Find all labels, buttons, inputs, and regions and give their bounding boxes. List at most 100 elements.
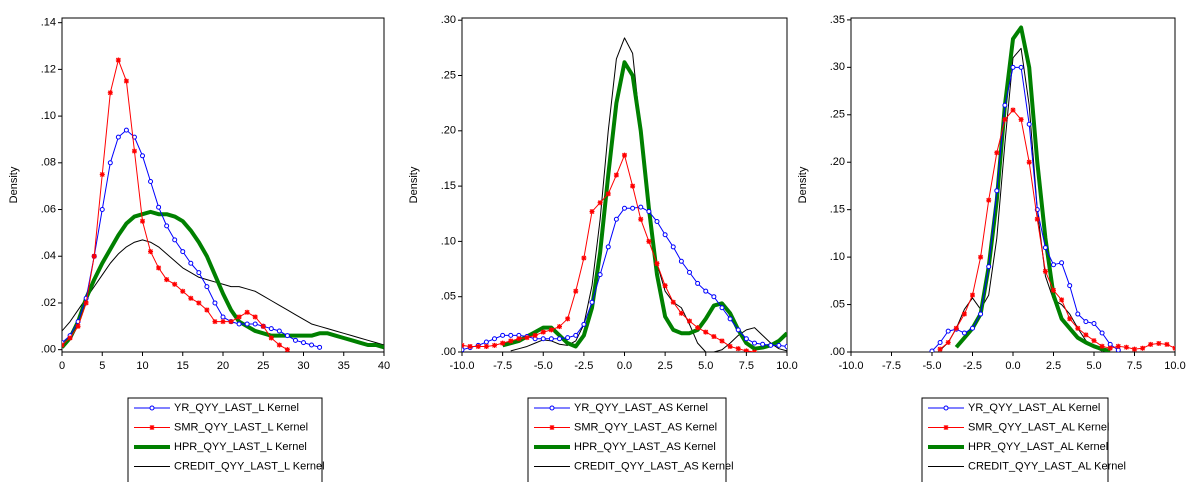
- point-marker: [532, 332, 538, 338]
- point-marker: [678, 310, 684, 316]
- point-marker: [1026, 159, 1032, 165]
- y-axis-label: Density: [8, 166, 20, 203]
- legend-label: YR_QYY_LAST_AL Kernel: [968, 402, 1100, 414]
- point-marker: [662, 232, 668, 238]
- point-marker: [784, 343, 787, 349]
- point-marker: [123, 127, 129, 133]
- legend-label: HPR_QYY_LAST_L Kernel: [174, 441, 307, 453]
- point-marker: [67, 335, 73, 341]
- point-marker: [140, 153, 145, 159]
- point-marker: [180, 249, 186, 255]
- y-tick-label: .25: [441, 69, 456, 81]
- y-tick-label: .10: [441, 235, 456, 247]
- y-tick-label: .10: [41, 110, 56, 122]
- point-marker: [204, 307, 210, 313]
- legend-label: SMR_QYY_LAST_AS Kernel: [574, 421, 717, 433]
- x-tick-label: 20: [217, 360, 229, 372]
- x-tick-label: 10.0: [1164, 360, 1185, 372]
- point-marker: [548, 336, 554, 342]
- point-marker: [662, 283, 668, 289]
- point-marker: [678, 258, 684, 264]
- y-tick-label: .04: [41, 250, 56, 262]
- point-marker: [196, 300, 202, 306]
- point-marker: [994, 150, 1000, 156]
- point-marker: [970, 325, 975, 331]
- point-marker: [937, 346, 943, 352]
- y-tick-label: .00: [441, 346, 456, 358]
- point-marker: [695, 280, 701, 286]
- series-line: [62, 59, 288, 351]
- point-marker: [646, 209, 652, 215]
- point-marker: [557, 336, 562, 342]
- point-marker: [220, 319, 226, 325]
- point-marker: [605, 191, 611, 197]
- point-marker: [719, 305, 725, 311]
- point-marker: [703, 329, 709, 335]
- point-marker: [462, 342, 465, 348]
- point-marker: [1091, 338, 1097, 344]
- point-marker: [1099, 343, 1105, 349]
- legend-label: HPR_QYY_LAST_AL Kernel: [968, 441, 1108, 453]
- point-marker: [687, 269, 692, 275]
- x-tick-label: 5.0: [1086, 360, 1101, 372]
- y-tick-label: .15: [441, 180, 456, 192]
- legend-label: CREDIT_QYY_LAST_AS Kernel: [574, 460, 734, 472]
- point-marker: [492, 342, 497, 348]
- y-tick-label: .15: [830, 204, 845, 216]
- point-marker: [752, 349, 757, 352]
- point-marker: [1042, 245, 1048, 251]
- y-tick-label: .12: [41, 63, 56, 75]
- point-marker: [1075, 311, 1081, 317]
- point-marker: [115, 134, 121, 140]
- point-marker: [752, 340, 757, 346]
- point-marker: [172, 281, 178, 287]
- point-marker: [123, 78, 129, 84]
- point-marker: [711, 294, 717, 300]
- point-marker: [1010, 64, 1016, 70]
- legend-label: SMR_QYY_LAST_L Kernel: [174, 421, 308, 433]
- legend-label: CREDIT_QYY_LAST_AL Kernel: [968, 460, 1126, 472]
- point-marker: [1018, 64, 1024, 70]
- legend-marker: [943, 405, 949, 411]
- point-marker: [483, 343, 489, 349]
- point-marker: [760, 341, 766, 347]
- x-tick-label: 7.5: [1127, 360, 1142, 372]
- point-marker: [500, 340, 506, 346]
- point-marker: [573, 332, 579, 338]
- point-marker: [565, 335, 571, 341]
- legend-box: [527, 397, 727, 482]
- point-marker: [630, 183, 636, 189]
- x-tick-label: 2.5: [1046, 360, 1061, 372]
- x-tick-label: -10.0: [449, 360, 474, 372]
- x-tick-label: 15: [177, 360, 189, 372]
- point-marker: [557, 324, 562, 330]
- point-marker: [524, 335, 530, 341]
- point-marker: [180, 288, 186, 294]
- point-marker: [500, 332, 506, 338]
- point-marker: [212, 300, 218, 306]
- x-tick-label: -2.5: [963, 360, 982, 372]
- point-marker: [573, 288, 579, 294]
- point-marker: [301, 340, 306, 346]
- x-tick-label: 25: [257, 360, 269, 372]
- plot-area: [62, 57, 384, 352]
- point-marker: [148, 249, 154, 255]
- point-marker: [1140, 345, 1146, 351]
- legend-label: YR_QYY_LAST_L Kernel: [174, 402, 299, 414]
- legend-box: [127, 397, 323, 482]
- point-marker: [589, 299, 595, 305]
- series-line: [502, 60, 787, 351]
- point-marker: [961, 311, 967, 317]
- point-marker: [1067, 316, 1073, 322]
- point-marker: [276, 328, 282, 334]
- y-tick-label: .20: [830, 156, 845, 168]
- y-tick-label: .05: [441, 291, 456, 303]
- point-marker: [1034, 216, 1040, 222]
- y-tick-label: .00: [830, 346, 845, 358]
- point-marker: [1091, 321, 1097, 327]
- point-marker: [622, 205, 627, 211]
- point-marker: [115, 57, 121, 63]
- point-marker: [581, 321, 587, 327]
- point-marker: [540, 329, 546, 335]
